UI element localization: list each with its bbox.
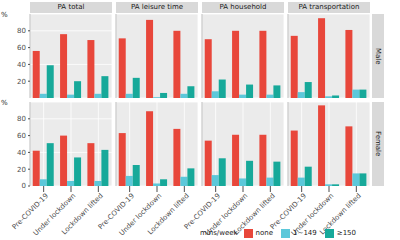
svg-text:40: 40 [17, 149, 26, 157]
svg-text:40: 40 [17, 61, 26, 69]
svg-text:Lockdown lifted: Lockdown lifted [146, 192, 190, 236]
svg-text:20: 20 [17, 166, 26, 174]
svg-text:80: 80 [17, 115, 26, 123]
svg-text:80: 80 [17, 27, 26, 35]
svg-text:60: 60 [17, 44, 26, 52]
svg-text:20: 20 [17, 78, 26, 86]
svg-text:60: 60 [17, 132, 26, 140]
svg-text:Lockdown lifted: Lockdown lifted [60, 192, 104, 236]
svg-text:0: 0 [22, 182, 26, 190]
